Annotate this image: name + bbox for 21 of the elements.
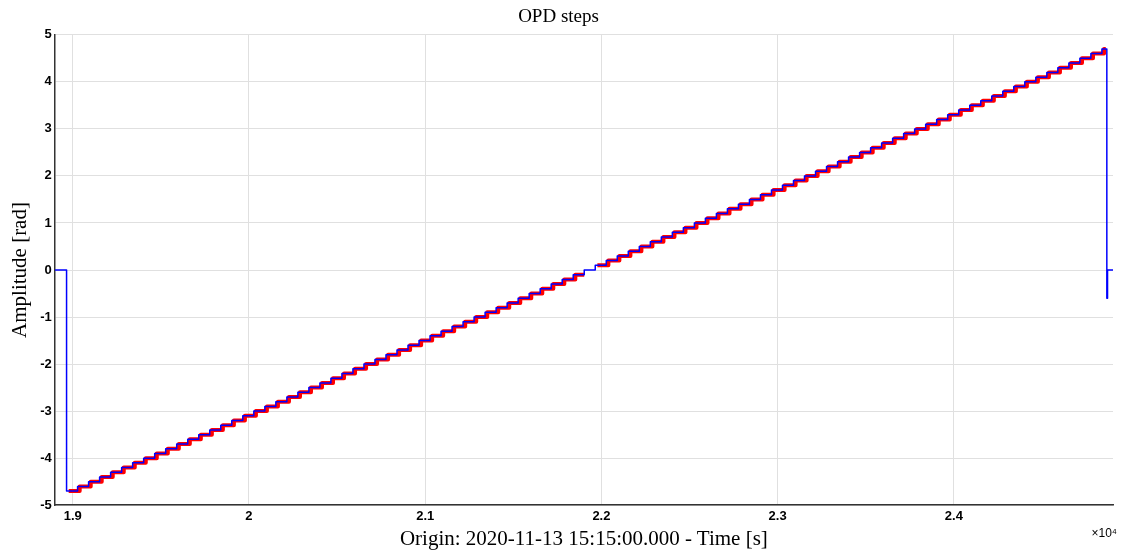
y-tick-label: 2 [44, 167, 52, 183]
y-tick-label: 1 [44, 214, 52, 230]
y-axis-title: Amplitude [rad] [7, 202, 32, 338]
y-tick-label: -3 [40, 402, 52, 418]
y-tick-label: 5 [44, 26, 52, 42]
text: ×10⁴ [1091, 525, 1117, 540]
y-tick-label: 3 [44, 120, 52, 136]
y-tick-label: 0 [44, 261, 52, 277]
y-tick-label: -5 [40, 496, 52, 512]
y-tick-label: -2 [40, 355, 52, 371]
x-axis-title: Origin: 2020-11-13 15:15:00.000 - Time [s] [399, 525, 768, 550]
y-tick-label: -1 [40, 308, 52, 324]
y-tick-label: -4 [40, 449, 53, 465]
y-tick-label: 4 [44, 73, 53, 89]
x-tick-label: 2.3 [768, 507, 787, 523]
x-tick-label: 1.9 [63, 507, 82, 523]
chart-title: OPD steps [518, 5, 599, 27]
x-tick-label: 2 [245, 507, 253, 523]
x-tick-label: 2.1 [416, 507, 435, 523]
x-tick-label: 2.2 [592, 507, 611, 523]
x-tick-label: 2.4 [944, 507, 964, 523]
